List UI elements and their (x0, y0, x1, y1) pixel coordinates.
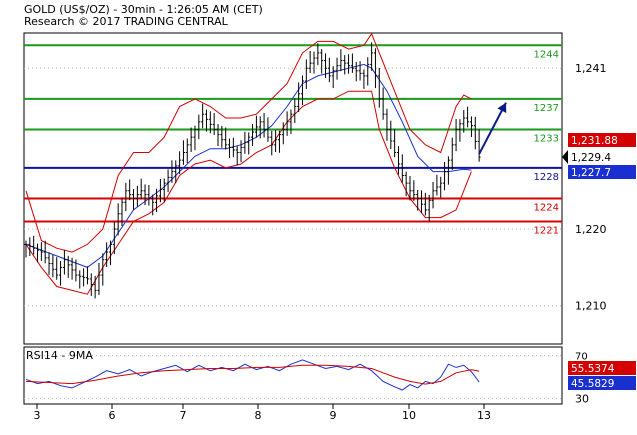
rsi-series-rsi14 (25, 359, 480, 391)
y-tick-label: 1,220 (575, 223, 607, 236)
bollinger-upper-line (25, 32, 472, 253)
rsi-panel-title: RSI14 - 9MA (26, 349, 93, 362)
rsi-panel-frame (23, 346, 563, 405)
x-tick-label: 7 (180, 409, 187, 422)
x-tick-label: 10 (402, 409, 416, 422)
y-tick-label: 1,241 (575, 62, 607, 75)
x-tick-label: 3 (34, 409, 41, 422)
rsi-current-value-label: 45.5829 (571, 378, 614, 390)
moving-average-line (25, 63, 472, 268)
rsi-series-9ma (25, 364, 480, 385)
rsi-current-value-label-box (568, 361, 636, 375)
current-value-label-box (568, 133, 636, 147)
x-tick-label: 9 (330, 409, 337, 422)
projection-arrow-head (497, 102, 507, 113)
rsi-current-value-label: 55.5374 (571, 363, 615, 375)
level-label-1233: 1233 (534, 134, 559, 145)
x-tick-label: 13 (477, 409, 491, 422)
level-label-1224: 1224 (534, 202, 559, 213)
current-value-label: 1,231.88 (571, 135, 618, 147)
projection-arrow-line (478, 102, 507, 155)
current-value-label: 1,229.4 (571, 152, 611, 164)
chart-copyright: Research © 2017 TRADING CENTRAL (24, 15, 229, 28)
rsi-y-tick-label-70: 70 (575, 352, 588, 363)
level-label-1244: 1244 (534, 49, 559, 60)
x-tick-label: 8 (255, 409, 262, 422)
y-tick-label: 1,210 (575, 300, 607, 313)
current-value-label-box (568, 165, 636, 179)
current-value-label: 1,227.7 (571, 167, 611, 179)
level-label-1221: 1221 (534, 225, 559, 236)
level-label-1237: 1237 (534, 103, 559, 114)
rsi-current-value-label-box (568, 376, 636, 390)
current-value-label-box (568, 150, 636, 164)
price-bars (24, 42, 481, 299)
rsi-y-tick-label: 30 (575, 393, 589, 406)
level-label-1228: 1228 (534, 172, 559, 183)
main-panel-frame (23, 32, 563, 345)
chart-title: GOLD (US$/OZ) - 30min - 1:26:05 AM (CET) (24, 3, 263, 16)
x-tick-label: 6 (109, 409, 116, 422)
current-value-label-pointer (562, 150, 568, 164)
